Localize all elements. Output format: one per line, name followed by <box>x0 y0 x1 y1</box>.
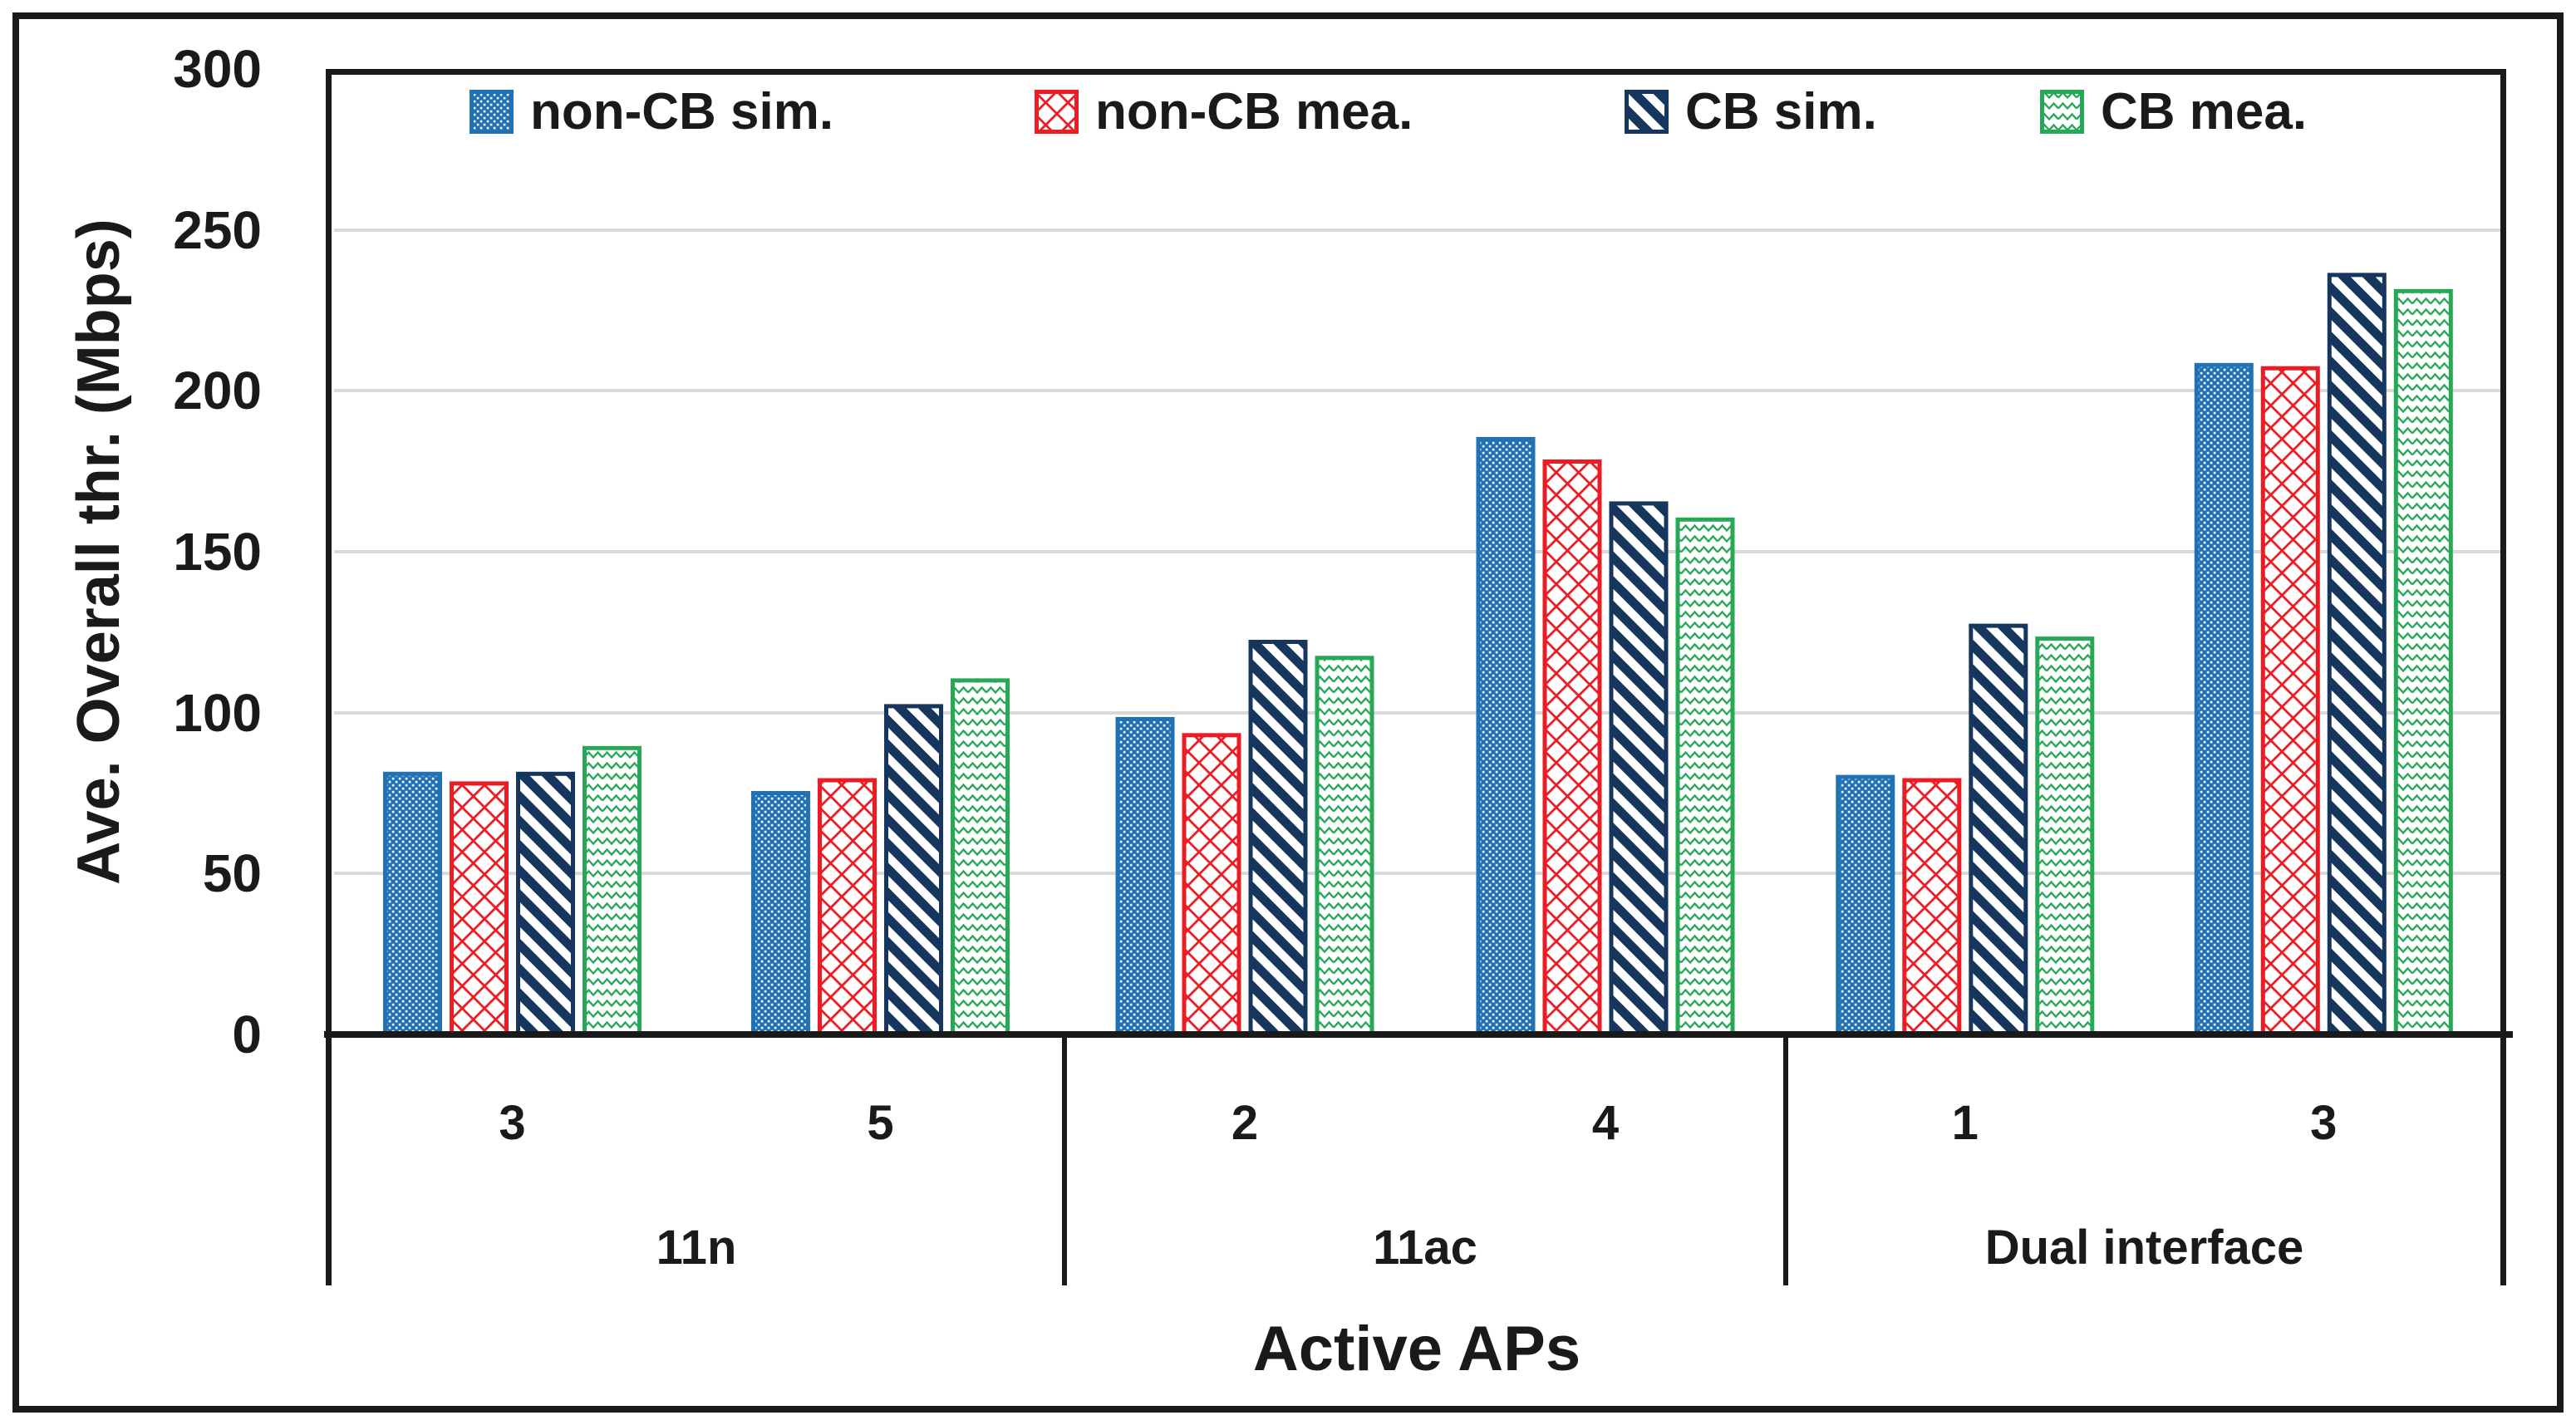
bar-non-cb-mea--dual-interface-1 <box>1902 778 1962 1034</box>
legend-label: non-CB sim. <box>530 83 834 140</box>
x-subgroup-label: 3 <box>499 1096 526 1150</box>
gridline-250 <box>334 228 2500 232</box>
bar-cb-sim--11ac-2 <box>1248 640 1308 1034</box>
x-subgroup-label: 4 <box>1591 1096 1620 1150</box>
bar-cb-mea--dual-interface-1 <box>2035 636 2095 1034</box>
y-tick-label-300: 300 <box>173 39 262 99</box>
y-tick-label-150: 150 <box>173 522 262 582</box>
plot-border-top <box>326 69 2506 75</box>
bar-non-cb-sim--11ac-2 <box>1115 716 1175 1034</box>
legend-label: CB sim. <box>1685 83 1877 140</box>
plot-border-left <box>326 69 332 1285</box>
y-tick-label-200: 200 <box>173 361 262 421</box>
legend-label: non-CB mea. <box>1095 83 1413 140</box>
x-subgroup-label: 3 <box>2310 1096 2338 1150</box>
bar-non-cb-mea--11n-5 <box>818 778 877 1034</box>
bar-non-cb-sim--11n-3 <box>383 771 442 1034</box>
x-subgroup-label: 1 <box>1951 1096 1979 1150</box>
gridline-50 <box>334 872 2500 876</box>
bar-cb-sim--dual-interface-3 <box>2327 273 2387 1034</box>
bar-non-cb-mea--11ac-4 <box>1542 459 1602 1034</box>
y-tick-label-50: 50 <box>202 843 262 904</box>
x-section-divider <box>1783 1034 1788 1285</box>
bar-cb-mea--11ac-4 <box>1675 517 1735 1034</box>
y-tick-label-250: 250 <box>173 199 262 260</box>
gridline-200 <box>334 389 2500 393</box>
y-tick-label-0: 0 <box>232 1005 262 1064</box>
bar-non-cb-mea--11n-3 <box>450 781 509 1034</box>
legend-swatch-stripe-icon <box>1625 90 1669 134</box>
bar-non-cb-sim--11n-5 <box>751 791 810 1034</box>
bar-non-cb-sim--11ac-4 <box>1476 436 1536 1034</box>
x-subgroup-label: 2 <box>1231 1096 1259 1150</box>
x-axis-title: Active APs <box>1252 1314 1581 1384</box>
bar-cb-mea--dual-interface-3 <box>2393 288 2453 1034</box>
legend-swatch-diamond-icon <box>1035 90 1079 134</box>
x-section-label-11n: 11n <box>656 1221 737 1275</box>
x-subgroup-label: 5 <box>867 1096 894 1150</box>
bar-non-cb-mea--11ac-2 <box>1182 733 1241 1034</box>
bar-cb-sim--dual-interface-1 <box>1969 623 2028 1034</box>
x-section-label-11ac: 11ac <box>1373 1221 1477 1275</box>
y-tick-label-100: 100 <box>173 682 262 743</box>
bar-non-cb-sim--dual-interface-3 <box>2194 362 2254 1034</box>
bar-cb-sim--11n-5 <box>884 704 943 1034</box>
bar-non-cb-mea--dual-interface-3 <box>2260 366 2320 1034</box>
bar-cb-sim--11ac-4 <box>1609 501 1669 1034</box>
figure-outer-border <box>12 12 2564 1413</box>
plot-area <box>383 273 2453 1034</box>
x-axis-line <box>324 1031 2513 1038</box>
bar-cb-mea--11n-3 <box>583 745 642 1034</box>
plot-border-right <box>2500 69 2506 1285</box>
x-section-label-dual-interface: Dual interface <box>1984 1221 2304 1275</box>
x-section-divider <box>1062 1034 1067 1285</box>
legend-label: CB mea. <box>2101 83 2308 140</box>
bar-cb-mea--11ac-2 <box>1315 656 1374 1034</box>
bar-cb-mea--11n-5 <box>951 678 1010 1034</box>
gridline-100 <box>334 710 2500 715</box>
gridline-150 <box>334 550 2500 553</box>
legend-swatch-zigzag-icon <box>2040 90 2084 134</box>
legend-swatch-dots-icon <box>469 90 514 134</box>
bar-cb-sim--11n-3 <box>516 771 575 1034</box>
bar-non-cb-sim--dual-interface-1 <box>1836 774 1895 1034</box>
